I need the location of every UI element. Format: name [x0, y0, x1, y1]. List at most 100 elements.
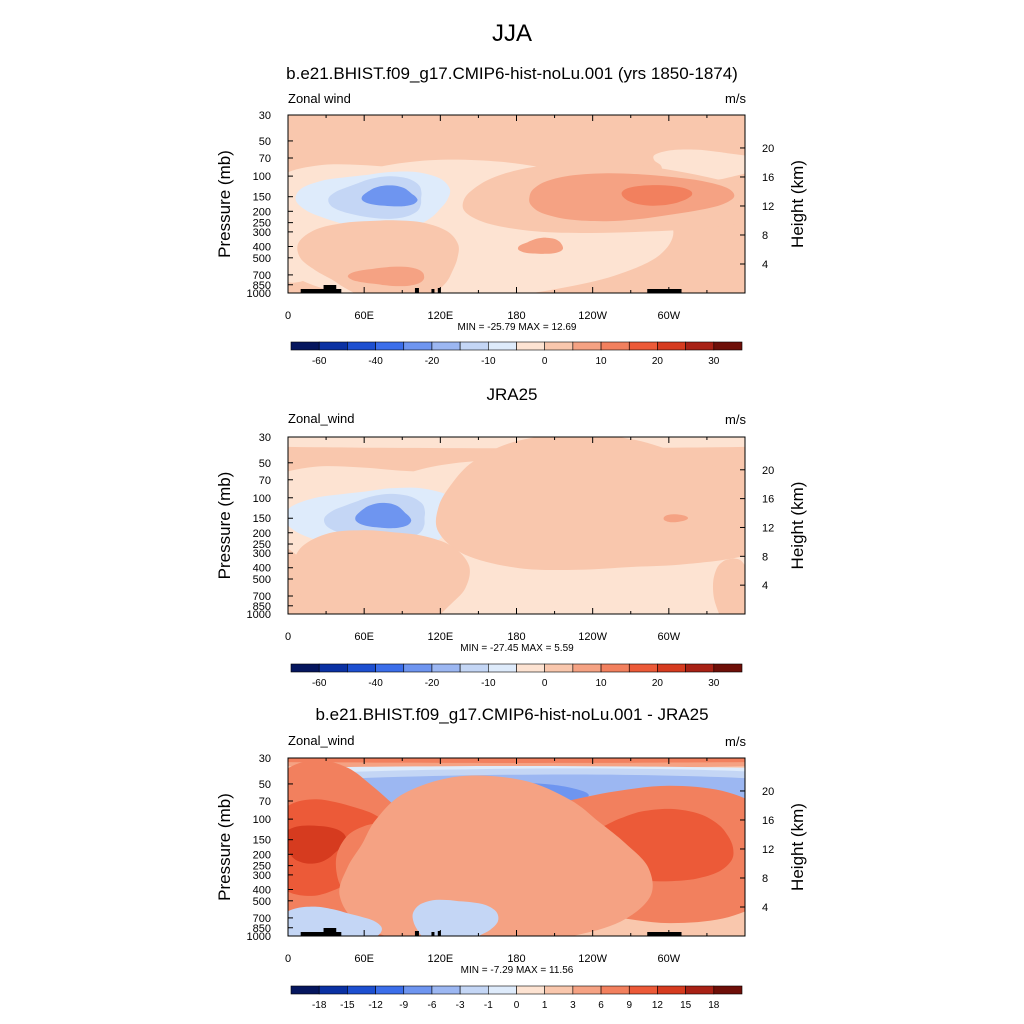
- contour-region: [621, 185, 693, 206]
- topography: [300, 932, 342, 936]
- colorbar-swatch: [403, 985, 433, 995]
- x-tick-label: 120E: [427, 631, 453, 643]
- main-title: JJA: [491, 20, 532, 47]
- y-tick-label: 200: [253, 206, 271, 218]
- contour-region: [435, 437, 745, 570]
- panel-1: 0 60E 120E 180 120W 60W3050701001502002503004…: [215, 110, 807, 367]
- colorbar-swatch: [685, 663, 715, 673]
- y-right-tick-label: 12: [762, 844, 774, 856]
- colorbar-label: -3: [456, 1000, 465, 1011]
- y-right-tick-label: 4: [762, 902, 768, 914]
- colorbar-swatch: [628, 985, 658, 995]
- x-tick-label: 180: [507, 953, 525, 965]
- y-tick-label: 70: [259, 475, 271, 487]
- panel-1-title: b.e21.BHIST.f09_g17.CMIP6-hist-noLu.001 …: [286, 64, 738, 83]
- colorbar-swatch: [657, 341, 686, 351]
- panel-2: 0 60E 120E 180 120W 60W3050701001502002503004…: [215, 432, 807, 689]
- colorbar-label: -18: [312, 1000, 327, 1011]
- colorbar-label: 9: [626, 1000, 632, 1011]
- x-tick-label: 0: [285, 953, 291, 965]
- y-tick-label: 700: [253, 270, 271, 282]
- y-tick-label: 250: [253, 539, 271, 551]
- colorbar-swatch: [403, 663, 433, 673]
- y-right-tick-label: 16: [762, 494, 774, 506]
- colorbar-label: -10: [481, 678, 496, 689]
- colorbar-swatch: [403, 341, 433, 351]
- y-tick-label: 850: [253, 601, 271, 613]
- y-tick-label: 500: [253, 896, 271, 908]
- colorbar-swatch: [488, 341, 517, 351]
- colorbar-label: 0: [514, 1000, 520, 1011]
- y-tick-label: 500: [253, 574, 271, 586]
- x-tick-label: 60E: [354, 953, 374, 965]
- contour-region: [712, 558, 745, 614]
- colorbar-label: 30: [708, 678, 720, 689]
- colorbar-label: -60: [312, 678, 327, 689]
- y-axis-title: Pressure (mb): [215, 150, 234, 258]
- panel-2-variable-label: Zonal_wind: [288, 411, 355, 426]
- y-tick-label: 250: [253, 218, 271, 230]
- colorbar-swatch: [347, 341, 376, 351]
- y-right-tick-label: 4: [762, 580, 768, 592]
- contour-region: [339, 775, 653, 936]
- y-right-tick-label: 20: [762, 786, 774, 798]
- y-tick-label: 400: [253, 241, 271, 253]
- y-tick-label: 300: [253, 227, 271, 239]
- colorbar-swatch: [600, 663, 630, 673]
- colorbar-swatch: [431, 663, 461, 673]
- colorbar-swatch: [544, 985, 574, 995]
- panel-3-title: b.e21.BHIST.f09_g17.CMIP6-hist-noLu.001 …: [315, 705, 709, 724]
- x-tick-label: 180: [507, 310, 525, 322]
- topography: [431, 289, 435, 293]
- topography: [437, 288, 441, 293]
- colorbar-swatch: [657, 985, 686, 995]
- x-tick-label: 0: [285, 310, 291, 322]
- colorbar-swatch: [516, 985, 545, 995]
- x-tick-label: 60W: [658, 631, 681, 643]
- y-axis-title: Pressure (mb): [215, 793, 234, 901]
- colorbar-label: 10: [596, 356, 608, 367]
- colorbar-swatch: [685, 341, 715, 351]
- colorbar-label: -60: [312, 356, 327, 367]
- panel-2-title: JRA25: [486, 385, 538, 404]
- colorbar-label: 20: [652, 678, 664, 689]
- y-tick-label: 850: [253, 280, 271, 292]
- contour-region: [517, 237, 564, 254]
- topography: [647, 932, 682, 936]
- y-tick-label: 300: [253, 870, 271, 882]
- y-tick-label: 250: [253, 861, 271, 873]
- colorbar-swatch: [572, 341, 602, 351]
- colorbar-label: -10: [481, 356, 496, 367]
- contour-region: [292, 530, 470, 614]
- y-tick-label: 200: [253, 528, 271, 540]
- x-tick-label: 60E: [354, 310, 374, 322]
- colorbar-swatch: [488, 663, 517, 673]
- y-tick-label: 30: [259, 432, 271, 444]
- y-tick-label: 850: [253, 923, 271, 935]
- y-tick-label: 400: [253, 884, 271, 896]
- y-tick-label: 300: [253, 548, 271, 560]
- y-tick-label: 200: [253, 849, 271, 861]
- colorbar-swatch: [713, 663, 743, 673]
- y-tick-label: 400: [253, 563, 271, 575]
- y-tick-label: 70: [259, 153, 271, 165]
- y-tick-label: 100: [253, 493, 271, 505]
- panel-1-unit-label: m/s: [725, 91, 746, 106]
- y-right-tick-label: 4: [762, 259, 768, 271]
- contour-region: [288, 265, 307, 283]
- colorbar-swatch: [572, 663, 602, 673]
- colorbar-label: -9: [399, 1000, 408, 1011]
- y-tick-label: 50: [259, 779, 271, 791]
- y-right-tick-label: 16: [762, 172, 774, 184]
- panel-2-minmax: MIN = -27.45 MAX = 5.59: [460, 643, 574, 654]
- y-right-tick-label: 20: [762, 465, 774, 477]
- colorbar-swatch: [713, 341, 743, 351]
- colorbar-swatch: [318, 985, 348, 995]
- y-tick-label: 30: [259, 753, 271, 765]
- panel-1-variable-label: Zonal wind: [288, 91, 351, 106]
- contour-region: [361, 185, 418, 207]
- colorbar-label: 18: [708, 1000, 720, 1011]
- colorbar-swatch: [290, 341, 320, 351]
- y-tick-label: 500: [253, 253, 271, 265]
